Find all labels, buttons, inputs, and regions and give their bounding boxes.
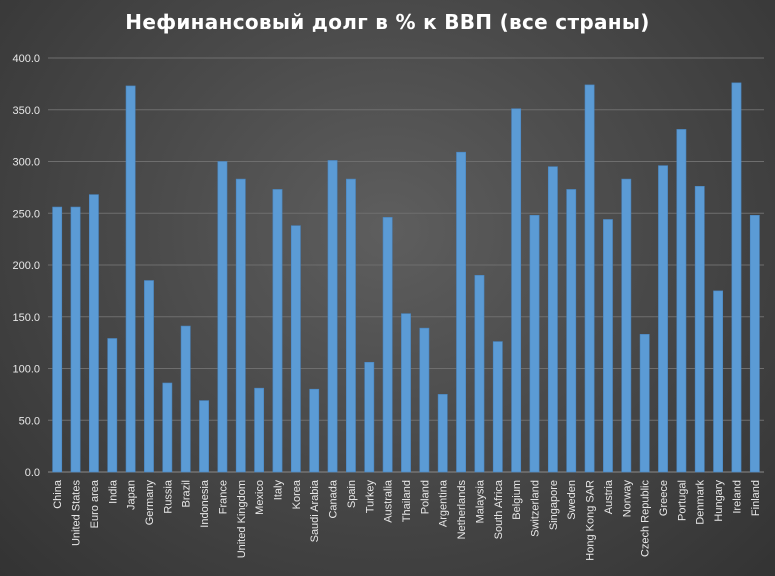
y-tick-label: 250.0 (12, 208, 40, 220)
x-tick-label: Euro area (89, 479, 101, 528)
bar (107, 338, 118, 473)
x-tick-label: Argentina (438, 479, 450, 527)
x-tick-label: Hungary (713, 480, 725, 522)
chart-title: Нефинансовый долг в % к ВВП (все страны) (125, 10, 650, 34)
y-tick-label: 350.0 (12, 105, 40, 117)
bar (180, 325, 191, 473)
bar (566, 189, 577, 473)
bar (52, 206, 63, 473)
x-tick-label: Portugal (676, 480, 688, 521)
bar (492, 341, 503, 473)
bar (309, 388, 320, 473)
bar (162, 382, 173, 473)
x-tick-label: China (52, 479, 64, 509)
x-tick-label: Canada (328, 479, 340, 518)
y-tick-label: 300.0 (12, 157, 40, 169)
bar (419, 327, 430, 473)
x-tick-label: Indonesia (199, 479, 211, 528)
x-tick-label: Czech Republic (640, 480, 652, 558)
bar (125, 85, 136, 473)
x-tick-label: Germany (144, 480, 156, 526)
x-tick-label: Belgium (511, 480, 523, 520)
bar (217, 161, 228, 473)
x-tick-label: Thailand (401, 480, 413, 522)
bar (364, 361, 375, 473)
bar (547, 166, 558, 473)
x-tick-label: United Kingdom (236, 480, 248, 558)
x-tick-label: United States (71, 480, 83, 547)
bar (676, 129, 687, 473)
bar (658, 165, 668, 473)
x-tick-label: Korea (291, 479, 303, 509)
x-tick-label: Turkey (364, 480, 376, 514)
y-tick-label: 400.0 (12, 53, 40, 65)
x-tick-label: Finland (750, 480, 762, 516)
y-tick-label: 150.0 (12, 312, 40, 324)
bar (713, 290, 723, 473)
bar (529, 215, 540, 473)
x-tick-label: Australia (383, 479, 395, 523)
x-tick-label: Norway (621, 480, 633, 518)
y-tick-label: 50.0 (19, 415, 40, 427)
bar (327, 160, 338, 473)
y-tick-label: 200.0 (12, 260, 40, 272)
bar (731, 82, 742, 473)
x-tick-label: Brazil (181, 480, 193, 508)
bar (621, 178, 632, 473)
x-tick-label: Singapore (548, 480, 560, 530)
bar (749, 215, 760, 473)
x-tick-label: South Africa (493, 479, 505, 539)
bar (199, 400, 209, 473)
x-tick-label: Italy (272, 480, 284, 501)
bar (290, 225, 301, 473)
x-tick-label: Saudi Arabia (309, 479, 321, 542)
x-tick-label: Poland (419, 480, 431, 514)
x-tick-label: Netherlands (456, 480, 468, 540)
bar (584, 84, 595, 473)
x-tick-label: Malaysia (474, 479, 486, 523)
bar (474, 275, 485, 473)
x-tick-label: Switzerland (530, 480, 542, 537)
bar (511, 108, 522, 473)
x-tick-label: Ireland (731, 480, 743, 514)
x-tick-label: Austria (603, 479, 615, 514)
bar (70, 206, 81, 473)
bar (144, 280, 154, 473)
x-tick-label: Hong Kong SAR (585, 480, 597, 561)
bar (254, 387, 265, 473)
bar (382, 217, 393, 473)
y-tick-label: 100.0 (12, 364, 40, 376)
x-tick-label: Russia (162, 479, 174, 514)
bar (437, 394, 448, 473)
x-tick-label: Spain (346, 480, 358, 508)
x-tick-label: Sweden (566, 480, 578, 520)
bar (272, 189, 283, 473)
x-tick-label: Denmark (695, 480, 707, 525)
bar (603, 219, 613, 473)
bar (235, 178, 246, 473)
x-tick-label: Greece (658, 480, 670, 516)
y-tick-label: 0.0 (25, 467, 40, 479)
x-tick-label: Japan (126, 480, 138, 510)
bar (639, 334, 650, 473)
bar (694, 186, 705, 473)
bar (456, 151, 466, 473)
x-tick-label: India (107, 479, 119, 504)
bar (401, 313, 411, 473)
x-tick-label: Mexico (254, 480, 266, 515)
bar (346, 178, 356, 473)
x-tick-label: France (217, 480, 229, 514)
bar (89, 194, 99, 473)
